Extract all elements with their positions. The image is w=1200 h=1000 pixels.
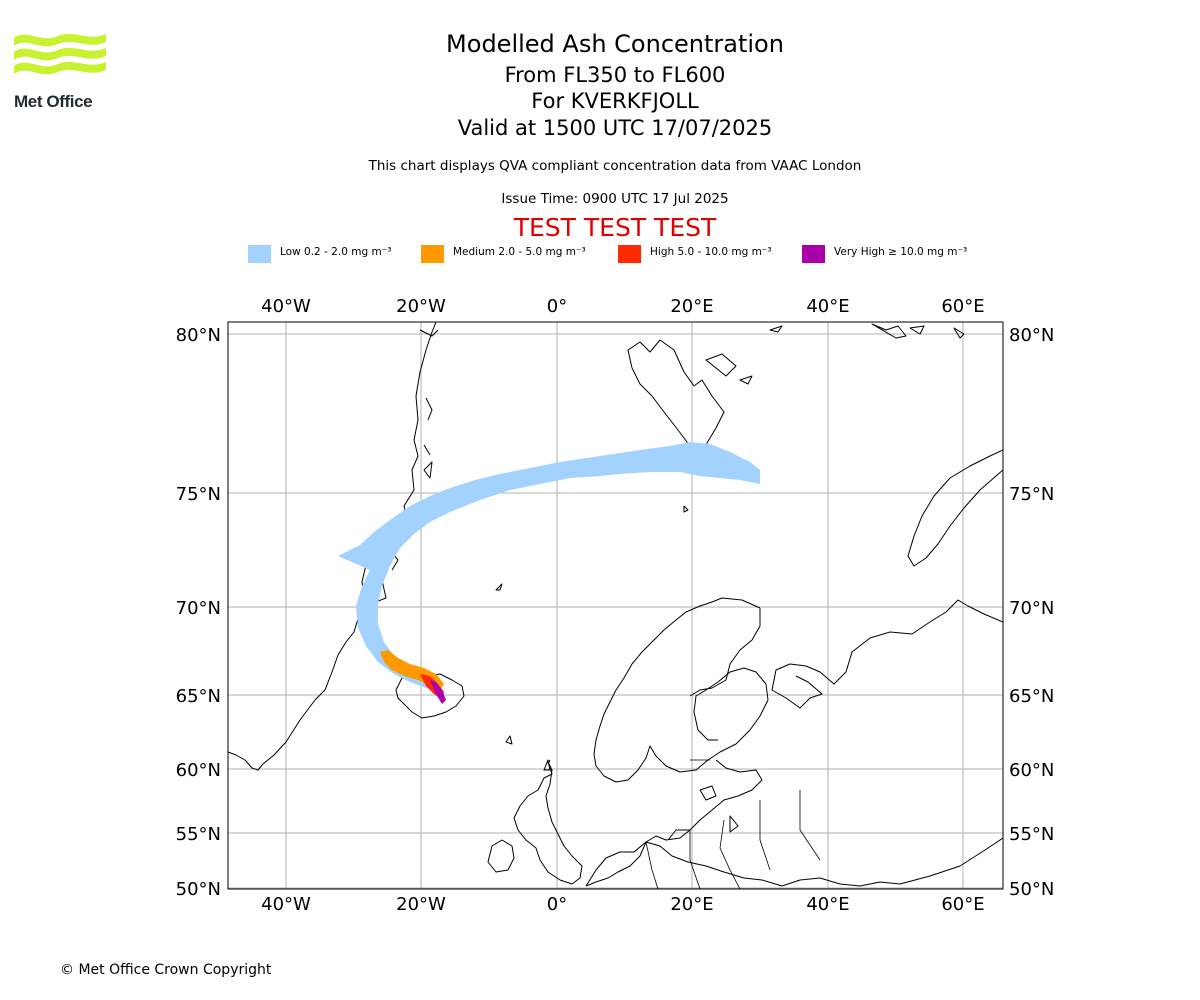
lon-tick-label-bottom: 60°E: [941, 894, 984, 915]
lon-tick-label-top: 20°W: [396, 296, 446, 317]
legend-label-very-high: Very High ≥ 10.0 mg m⁻³: [834, 246, 968, 258]
coastline-novaya-zemlya: [907, 449, 1003, 567]
volcano-name: For KVERKFJOLL: [531, 89, 699, 113]
legend-swatch-very-high: [802, 245, 825, 263]
axis-labels: 40°W 20°W 0° 20°E 40°E 60°E 40°W 20°W 0° 20°E 40°E…: [176, 296, 1055, 915]
gridlines: [228, 322, 1003, 889]
coastline-ireland: [487, 839, 515, 873]
lat-tick-label-right: 70°N: [1009, 598, 1054, 619]
flight-levels: From FL350 to FL600: [504, 63, 726, 87]
coastline-mainland-europe: [585, 837, 1003, 887]
coastline-jan-mayen: [495, 583, 503, 591]
lat-tick-label-right: 80°N: [1009, 325, 1054, 346]
lat-tick-label-left: 80°N: [176, 325, 221, 346]
legend-swatch-low: [248, 245, 271, 263]
qva-note: This chart displays QVA compliant concen…: [368, 158, 862, 174]
coastline-faroes: [505, 735, 551, 771]
lon-tick-label-top: 40°W: [261, 296, 311, 317]
lon-tick-label-top: 0°: [547, 296, 567, 317]
lat-tick-label-left: 70°N: [176, 598, 221, 619]
coastline-svalbard: [627, 339, 725, 449]
borders: [645, 759, 821, 889]
lat-tick-label-left: 60°N: [176, 760, 221, 781]
legend-swatch-medium: [421, 245, 444, 263]
lat-tick-label-right: 60°N: [1009, 760, 1054, 781]
lon-tick-label-bottom: 0°: [547, 894, 567, 915]
lat-tick-label-left: 65°N: [176, 686, 221, 707]
ash-plume-low: [338, 442, 760, 690]
lat-tick-label-right: 50°N: [1009, 879, 1054, 900]
lat-tick-label-left: 50°N: [176, 879, 221, 900]
met-office-logo: Met Office: [14, 30, 114, 112]
lat-tick-label-right: 65°N: [1009, 686, 1054, 707]
legend-label-low: Low 0.2 - 2.0 mg m⁻³: [280, 246, 392, 258]
lon-tick-label-bottom: 20°W: [396, 894, 446, 915]
legend-label-medium: Medium 2.0 - 5.0 mg m⁻³: [453, 246, 586, 258]
lon-tick-label-bottom: 40°W: [261, 894, 311, 915]
met-office-waves-icon: [14, 33, 106, 75]
map-background: [228, 322, 1003, 889]
legend-swatch-high: [618, 245, 641, 263]
map-frame: [227, 321, 1004, 890]
coastline-svalbard-east: [683, 353, 753, 513]
copyright: © Met Office Crown Copyright: [60, 962, 272, 978]
ash-plume-very-high: [430, 680, 446, 704]
issue-time: Issue Time: 0900 UTC 17 Jul 2025: [501, 191, 729, 207]
valid-time: Valid at 1500 UTC 17/07/2025: [457, 116, 773, 140]
test-banner: TEST TEST TEST: [513, 213, 717, 242]
legend-label-high: High 5.0 - 10.0 mg m⁻³: [650, 246, 772, 258]
lon-tick-label-bottom: 20°E: [670, 894, 713, 915]
lon-tick-label-top: 20°E: [670, 296, 713, 317]
lon-tick-label-bottom: 40°E: [806, 894, 849, 915]
lat-tick-label-right: 75°N: [1009, 484, 1054, 505]
lat-tick-label-left: 55°N: [176, 824, 221, 845]
coastline-arctic-islands: [769, 323, 965, 339]
lon-tick-label-top: 60°E: [941, 296, 984, 317]
lat-tick-label-right: 55°N: [1009, 824, 1054, 845]
coastline-scandinavia: [593, 597, 1003, 783]
chart-title: Modelled Ash Concentration: [446, 30, 784, 58]
lat-tick-label-left: 75°N: [176, 484, 221, 505]
logo-text: Met Office: [14, 92, 93, 111]
lon-tick-label-top: 40°E: [806, 296, 849, 317]
